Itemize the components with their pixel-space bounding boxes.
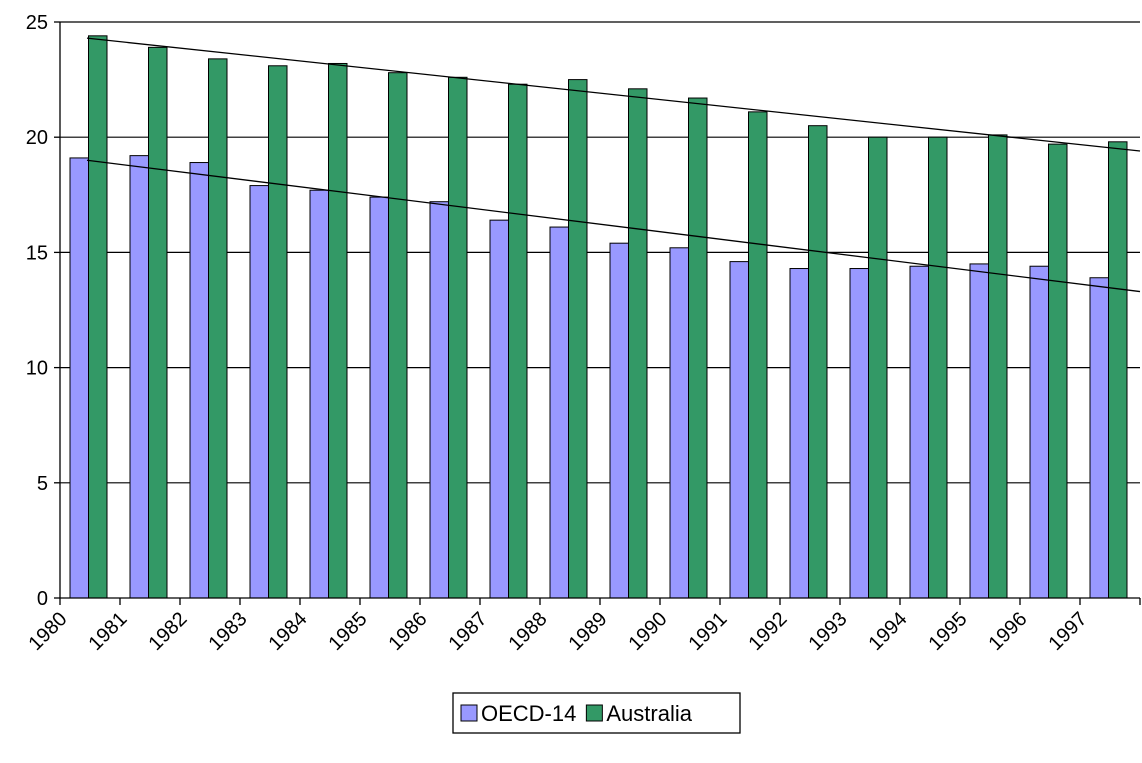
bar-oecd-14-1994	[909, 265, 929, 599]
bar-australia-1989	[628, 88, 648, 599]
bar-oecd-14-1983	[249, 185, 269, 599]
x-tick-label-1986: 1986	[385, 608, 432, 655]
bar-australia-1990	[688, 97, 708, 599]
gridlines	[60, 21, 1140, 484]
bar-oecd-14-1991	[729, 261, 749, 599]
legend-label-oecd-14: OECD-14	[481, 701, 576, 726]
bar-australia-1981	[148, 46, 168, 599]
bar-oecd-14-1985	[369, 196, 389, 599]
x-tick-label-1992: 1992	[745, 608, 792, 655]
bar-australia-1985	[388, 72, 408, 599]
bars	[69, 35, 1128, 599]
bar-australia-1994	[928, 136, 948, 599]
x-tick-label-1982: 1982	[145, 608, 192, 655]
x-tick-label-1997: 1997	[1045, 608, 1092, 655]
bar-australia-1984	[328, 62, 348, 599]
bar-australia-1983	[268, 65, 288, 599]
bar-australia-1991	[748, 111, 768, 599]
bar-australia-1992	[808, 125, 828, 599]
bar-oecd-14-1993	[849, 268, 869, 599]
bar-australia-1995	[988, 134, 1008, 599]
y-tick-label-20: 20	[26, 127, 48, 149]
x-tick-label-1996: 1996	[985, 608, 1032, 655]
trendline-oecd-14	[86, 159, 1141, 293]
bar-oecd-14-1987	[489, 219, 509, 599]
bar-oecd-14-1997	[1089, 277, 1109, 599]
axes	[54, 21, 1141, 605]
y-tick-label-15: 15	[26, 242, 48, 264]
bar-oecd-14-1981	[129, 155, 149, 599]
trendlines	[86, 37, 1141, 293]
bar-oecd-14-1988	[549, 226, 569, 599]
x-tick-label-1988: 1988	[505, 608, 552, 655]
x-tick-label-1985: 1985	[325, 608, 372, 655]
bar-australia-1986	[448, 76, 468, 599]
y-tick-label-0: 0	[37, 588, 48, 610]
trendline-australia	[86, 37, 1141, 152]
bar-oecd-14-1984	[309, 189, 329, 599]
bar-oecd-14-1990	[669, 247, 689, 599]
x-tick-label-1993: 1993	[805, 608, 852, 655]
bar-australia-1996	[1048, 143, 1068, 599]
x-tick-label-1990: 1990	[625, 608, 672, 655]
x-tick-label-1983: 1983	[205, 608, 252, 655]
y-tick-label-10: 10	[26, 358, 48, 380]
x-tick-label-1991: 1991	[685, 608, 732, 655]
bar-oecd-14-1986	[429, 201, 449, 599]
legend-swatch-oecd-14	[460, 704, 478, 722]
bar-australia-1980	[88, 35, 108, 599]
bar-oecd-14-1989	[609, 242, 629, 599]
y-tick-label-25: 25	[26, 12, 48, 34]
y-tick-labels: 0 5 10 15 20 25	[26, 12, 48, 610]
bar-australia-1997	[1108, 141, 1128, 599]
bar-oecd-14-1995	[969, 263, 989, 599]
legend: OECD-14 Australia	[452, 692, 741, 734]
x-tick-labels: 1980 1981 1982 1983 1984 1985 1986 1987 1988 1989…	[25, 608, 1092, 655]
bar-oecd-14-1996	[1029, 265, 1049, 599]
bar-oecd-14-1992	[789, 268, 809, 599]
x-tick-label-1994: 1994	[865, 608, 912, 655]
bar-oecd-14-1982	[189, 162, 209, 599]
bar-australia-1987	[508, 83, 528, 599]
x-tick-label-1987: 1987	[445, 608, 492, 655]
legend-swatch-australia	[585, 704, 603, 722]
x-tick-label-1995: 1995	[925, 608, 972, 655]
x-tick-label-1981: 1981	[85, 608, 132, 655]
x-tick-label-1989: 1989	[565, 608, 612, 655]
x-tick-label-1980: 1980	[25, 608, 72, 655]
x-tick-label-1984: 1984	[265, 608, 312, 655]
legend-label-australia: Australia	[606, 701, 692, 726]
bar-oecd-14-1980	[69, 157, 89, 599]
bar-australia-1988	[568, 79, 588, 599]
bar-australia-1993	[868, 136, 888, 599]
y-tick-label-5: 5	[37, 473, 48, 495]
bar-australia-1982	[208, 58, 228, 599]
